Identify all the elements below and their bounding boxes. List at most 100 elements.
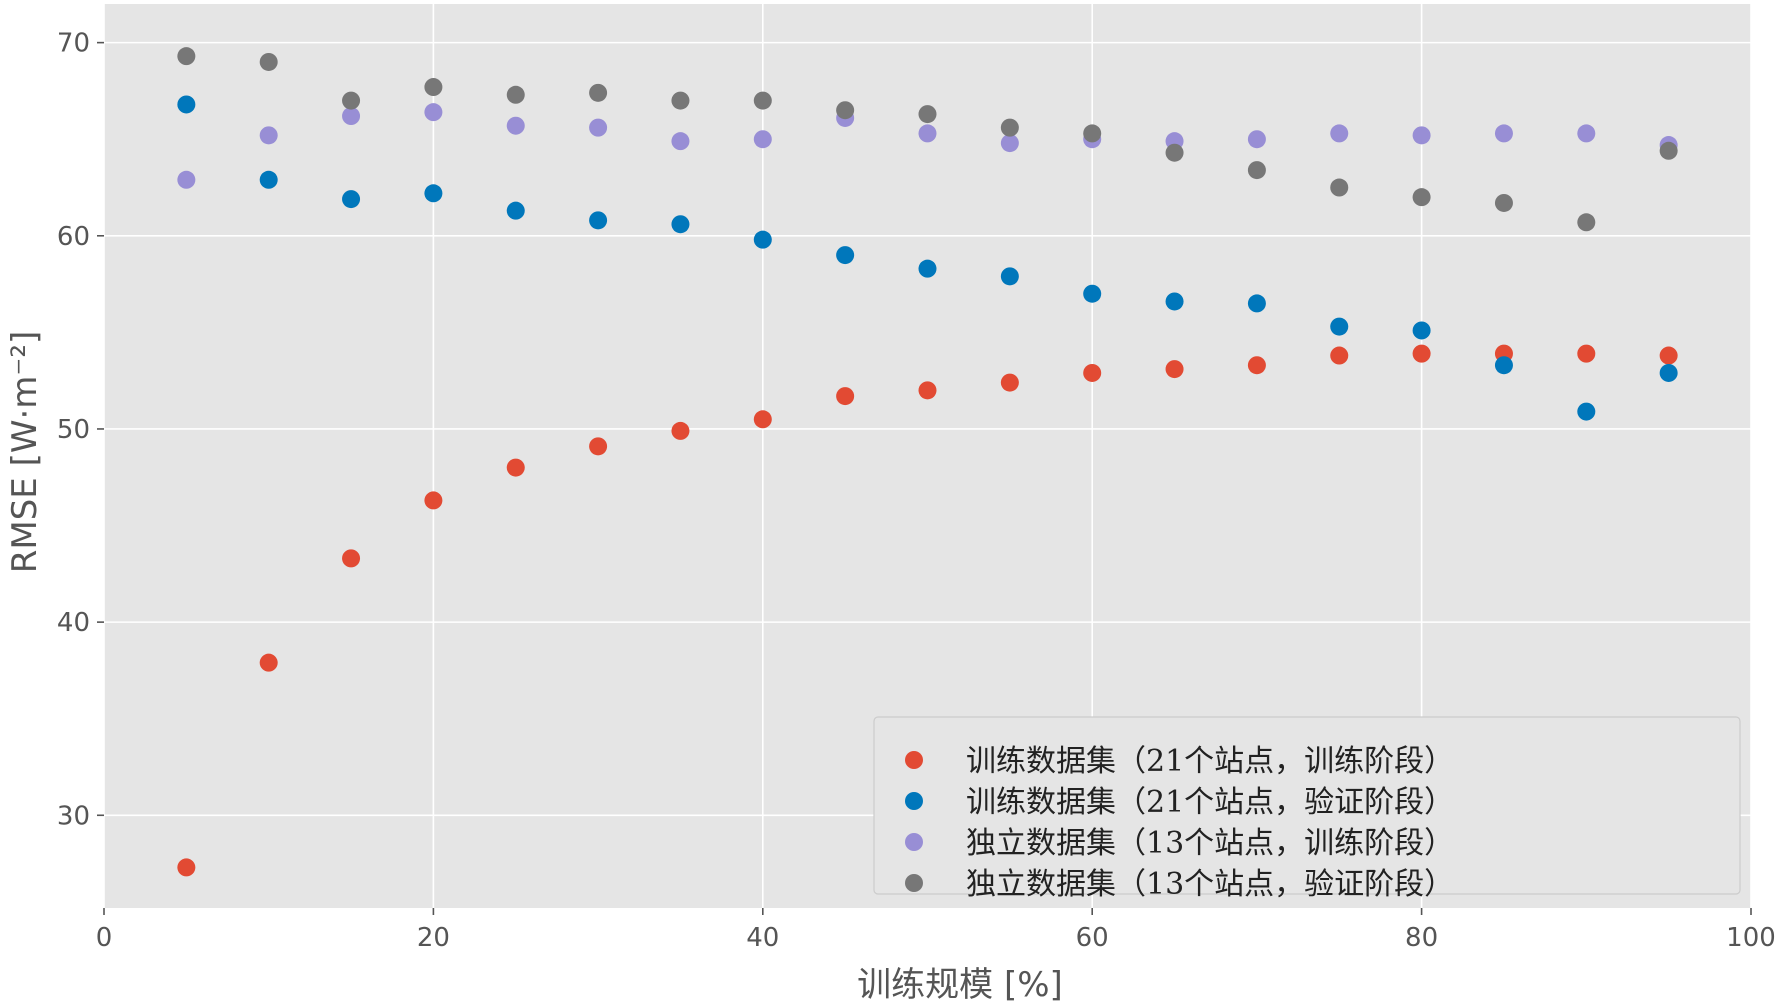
legend-label: 训练数据集（21个站点，验证阶段） [966, 785, 1454, 820]
data-point [836, 101, 855, 120]
data-point [1165, 292, 1184, 311]
legend-label: 独立数据集（13个站点，训练阶段） [966, 826, 1454, 861]
y-axis-label: RMSE [W·m⁻²] [5, 331, 45, 573]
data-point [506, 85, 525, 104]
y-tick-label: 50 [57, 415, 90, 445]
x-axis-ticks: 0 20 40 60 80 100 [96, 908, 1776, 953]
series-1 [177, 344, 1678, 877]
data-point [836, 387, 855, 406]
y-tick-label: 40 [57, 608, 90, 638]
legend-marker [905, 792, 923, 810]
data-point [1083, 284, 1102, 303]
data-point [506, 201, 525, 220]
data-point [671, 91, 690, 110]
data-point [506, 116, 525, 135]
data-point [424, 491, 443, 510]
data-point [342, 549, 361, 568]
y-tick-label: 70 [57, 29, 90, 59]
data-point [1165, 360, 1184, 379]
legend: 训练数据集（21个站点，训练阶段） 训练数据集（21个站点，验证阶段） 独立数据集（… [873, 716, 1741, 902]
data-point [1083, 124, 1102, 143]
x-tick-label: 80 [1405, 923, 1438, 953]
data-point [1412, 344, 1431, 363]
data-point [1330, 178, 1349, 197]
data-point [1577, 402, 1596, 421]
data-point [424, 184, 443, 203]
data-point [1000, 373, 1019, 392]
data-point [1412, 188, 1431, 207]
data-point [177, 170, 196, 189]
data-points [177, 47, 1678, 877]
x-tick-label: 40 [746, 923, 779, 953]
legend-item: 独立数据集（13个站点，训练阶段） [905, 826, 1454, 861]
legend-label: 训练数据集（21个站点，训练阶段） [966, 744, 1454, 779]
legend-item: 训练数据集（21个站点，训练阶段） [905, 744, 1454, 779]
data-point [1659, 363, 1678, 382]
data-point [1330, 124, 1349, 143]
data-point [1247, 356, 1266, 375]
data-point [1659, 346, 1678, 365]
data-point [1577, 124, 1596, 143]
data-point [259, 52, 278, 71]
data-point [259, 653, 278, 672]
data-point [918, 259, 937, 278]
data-point [259, 170, 278, 189]
data-point [918, 105, 937, 124]
data-point [1247, 130, 1266, 149]
data-point [1000, 267, 1019, 286]
data-point [918, 124, 937, 143]
legend-label: 独立数据集（13个站点，验证阶段） [966, 867, 1454, 902]
data-point [342, 107, 361, 126]
data-point [1494, 356, 1513, 375]
data-point [177, 47, 196, 66]
data-point [918, 381, 937, 400]
data-point [753, 230, 772, 249]
y-tick-label: 30 [57, 801, 90, 831]
data-point [1412, 126, 1431, 145]
legend-marker [905, 874, 923, 892]
data-point [177, 95, 196, 114]
x-tick-label: 20 [417, 923, 450, 953]
data-point [1330, 346, 1349, 365]
data-point [342, 91, 361, 110]
data-point [1000, 134, 1019, 153]
data-point [589, 437, 608, 456]
legend-item: 训练数据集（21个站点，验证阶段） [905, 785, 1454, 820]
legend-item: 独立数据集（13个站点，验证阶段） [905, 867, 1454, 902]
x-tick-label: 60 [1076, 923, 1109, 953]
data-point [1577, 213, 1596, 232]
data-point [424, 103, 443, 122]
x-axis-label: 训练规模 [%] [857, 965, 1063, 1005]
data-point [1083, 363, 1102, 382]
data-point [1577, 344, 1596, 363]
data-point [1494, 124, 1513, 143]
data-point [753, 410, 772, 429]
data-point [342, 190, 361, 209]
data-point [589, 118, 608, 137]
data-point [1330, 317, 1349, 336]
legend-marker [905, 751, 923, 769]
data-point [753, 130, 772, 149]
legend-box [873, 716, 1741, 895]
data-point [424, 78, 443, 97]
data-point [1494, 193, 1513, 212]
data-point [671, 215, 690, 234]
y-axis-ticks: 30 40 50 60 70 [57, 29, 104, 831]
y-tick-label: 60 [57, 222, 90, 252]
data-point [589, 83, 608, 102]
data-point [506, 458, 525, 477]
data-point [589, 211, 608, 230]
data-point [1412, 321, 1431, 340]
data-point [671, 132, 690, 151]
data-point [1247, 294, 1266, 313]
data-point [836, 246, 855, 265]
legend-marker [905, 833, 923, 851]
data-point [1165, 143, 1184, 162]
x-tick-label: 0 [96, 923, 113, 953]
data-point [753, 91, 772, 110]
data-point [671, 421, 690, 440]
data-point [1247, 161, 1266, 180]
data-point [177, 858, 196, 877]
data-point [259, 126, 278, 145]
